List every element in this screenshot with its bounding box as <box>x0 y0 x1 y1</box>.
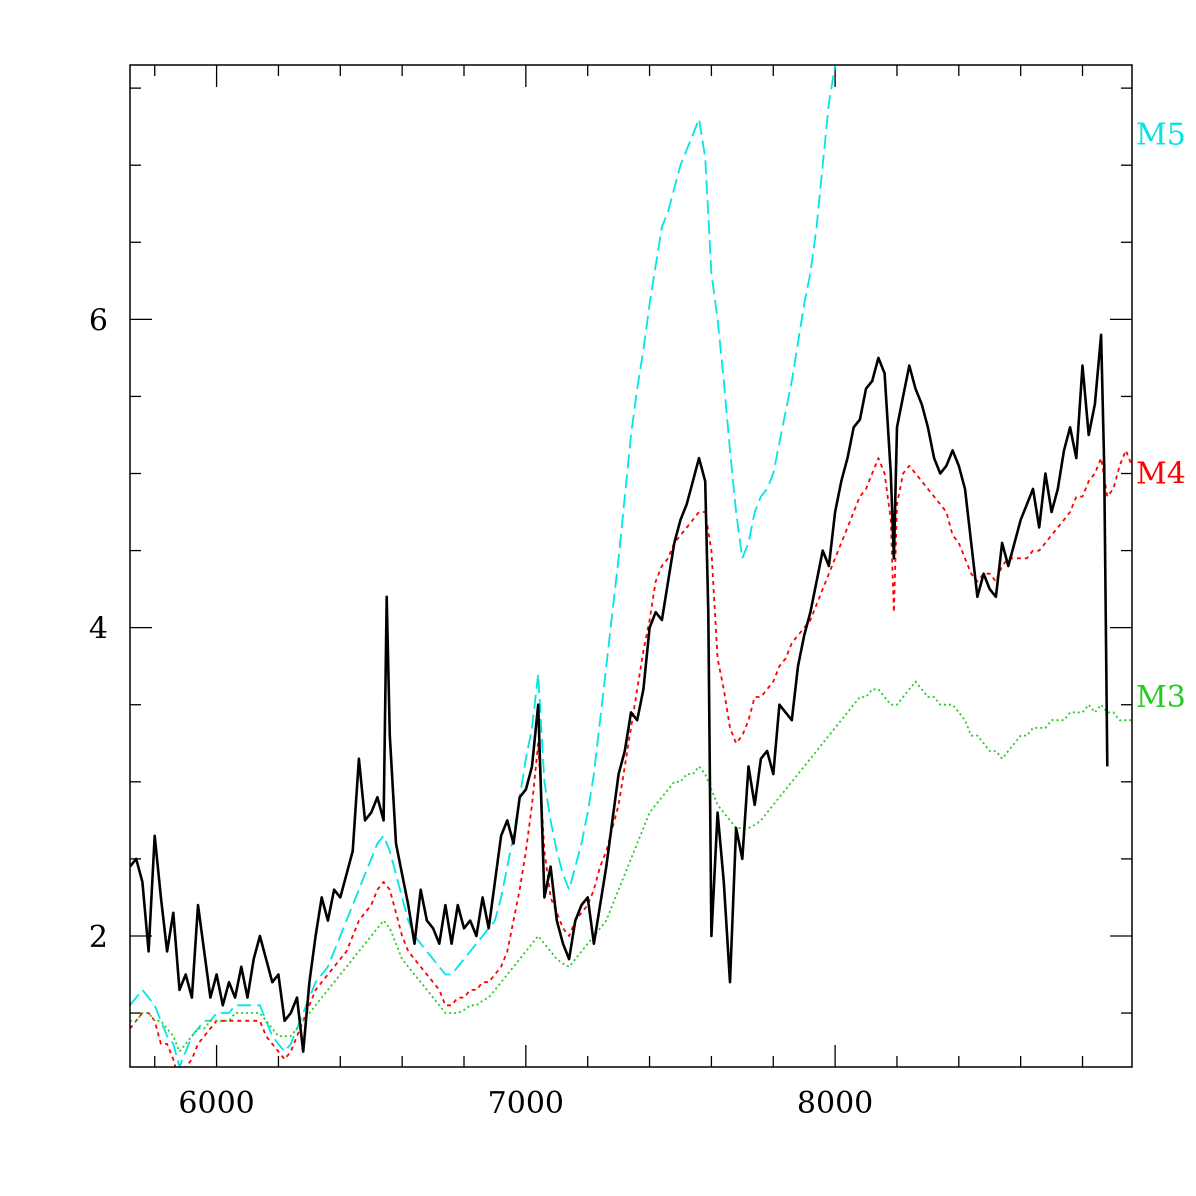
series-label-m3: M3 <box>1136 680 1186 715</box>
y-tick-label: 6 <box>89 303 108 338</box>
y-tick-label: 2 <box>89 920 108 955</box>
series-line-observed <box>130 333 1109 1053</box>
axis-ticks <box>130 65 1132 1067</box>
series-label-m4: M4 <box>1136 457 1186 492</box>
series-line-m5 <box>130 65 836 1067</box>
series-labels: M5 M4 M3 <box>1136 117 1186 715</box>
series-line-m4 <box>130 449 1132 1067</box>
tick-labels: 6000 7000 8000 2 4 6 <box>89 303 873 1121</box>
series-label-m5: M5 <box>1136 117 1186 152</box>
x-tick-label: 8000 <box>797 1086 873 1121</box>
series-lines <box>130 65 1132 1067</box>
x-tick-label: 6000 <box>178 1086 254 1121</box>
plot-frame <box>129 64 1133 1068</box>
x-tick-label: 7000 <box>488 1086 564 1121</box>
series-line-m3 <box>130 680 1132 1053</box>
y-tick-label: 4 <box>89 612 108 647</box>
